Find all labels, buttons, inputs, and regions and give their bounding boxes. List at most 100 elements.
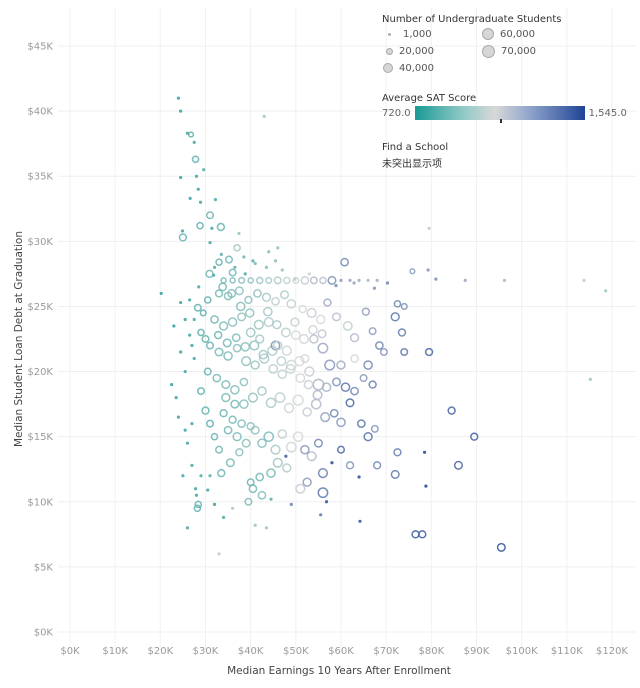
data-point [276,246,280,250]
x-axis-ticks: $0K $10K $20K $30K $40K $50K $60K $70K $80K $90K $… [60,646,628,657]
data-point [294,355,305,367]
data-point [234,286,244,296]
data-point [217,468,226,478]
size-legend-item: 20,000 [382,44,482,58]
data-point [192,140,196,144]
data-point [219,409,228,418]
find-a-school-filter[interactable]: Find a School 未突出显示项 [382,142,632,170]
x-tick-label: $10K [102,646,128,657]
gridlines [58,8,636,650]
find-a-school-value[interactable]: 未突出显示项 [382,159,442,170]
data-point [400,348,409,357]
data-point [427,226,431,230]
data-point [283,402,295,414]
data-point [286,299,297,309]
color-legend[interactable]: Average SAT Score 720.0 1,545.0 [382,93,632,123]
data-point [352,281,356,285]
data-point [372,286,377,290]
data-point [272,340,283,351]
data-point [282,463,292,473]
data-point [223,425,233,435]
size-legend-label: 1,000 [403,28,432,40]
y-tick-label: $20K [27,367,53,378]
data-point [357,278,361,282]
data-point [174,396,178,400]
data-point [243,272,247,276]
data-point [178,233,188,242]
size-dot-icon [383,63,393,73]
size-legend[interactable]: 1,000 20,000 40,000 60,000 70,000 [382,27,632,75]
data-point [244,295,253,305]
data-point [290,330,301,341]
data-point [231,333,241,343]
data-point [277,369,288,379]
data-point [229,277,236,284]
data-point [239,377,249,387]
data-point [221,515,226,520]
size-legend-item: 1,000 [382,27,482,41]
data-point [214,289,224,298]
data-point [397,328,407,337]
data-point [463,278,467,282]
y-tick-label: $10K [27,497,53,508]
data-point [206,341,215,350]
data-point [336,445,346,454]
data-point [313,438,323,448]
data-point [230,384,240,395]
data-point [295,483,306,494]
data-point [235,301,246,312]
data-point [422,450,427,454]
data-point [336,360,346,370]
data-point [307,272,311,276]
data-point [453,460,463,470]
data-point [366,278,370,282]
data-point [271,296,280,306]
data-point [272,457,283,468]
data-point [206,211,215,220]
data-point [350,354,359,363]
data-point [348,278,352,282]
x-tick-label: $100K [506,646,538,657]
data-point [285,363,296,375]
data-point [233,244,241,252]
data-point [274,392,286,404]
y-tick-label: $0K [34,628,54,639]
data-point [227,317,238,327]
data-point [269,497,273,501]
data-point [241,438,251,448]
data-point [193,487,198,491]
data-point [201,334,210,344]
data-point [205,269,214,279]
data-point [264,526,269,530]
data-point [379,348,388,357]
size-dot-icon [482,28,494,40]
data-point [265,397,277,409]
size-dot-icon [482,44,495,58]
data-point [330,461,334,465]
data-point [324,359,336,371]
data-point [237,312,247,322]
data-point [255,276,264,285]
data-point [470,432,479,441]
data-point [356,419,366,429]
data-point [215,258,223,266]
data-point [181,474,185,478]
data-point [285,441,297,453]
data-point [319,513,323,517]
data-point [212,273,216,277]
data-point [242,255,246,259]
data-point [241,356,252,367]
data-point [198,200,203,204]
data-point [250,425,260,435]
legend: Number of Undergraduate Students 1,000 2… [382,14,632,170]
data-point [309,276,318,285]
data-point [317,487,329,499]
color-legend-max: 1,545.0 [588,107,627,119]
data-point [280,327,291,338]
size-legend-item: 60,000 [482,27,582,41]
data-point [303,379,314,390]
data-point [228,415,237,424]
data-point [604,289,608,293]
data-point [321,382,332,393]
data-point [253,523,257,527]
